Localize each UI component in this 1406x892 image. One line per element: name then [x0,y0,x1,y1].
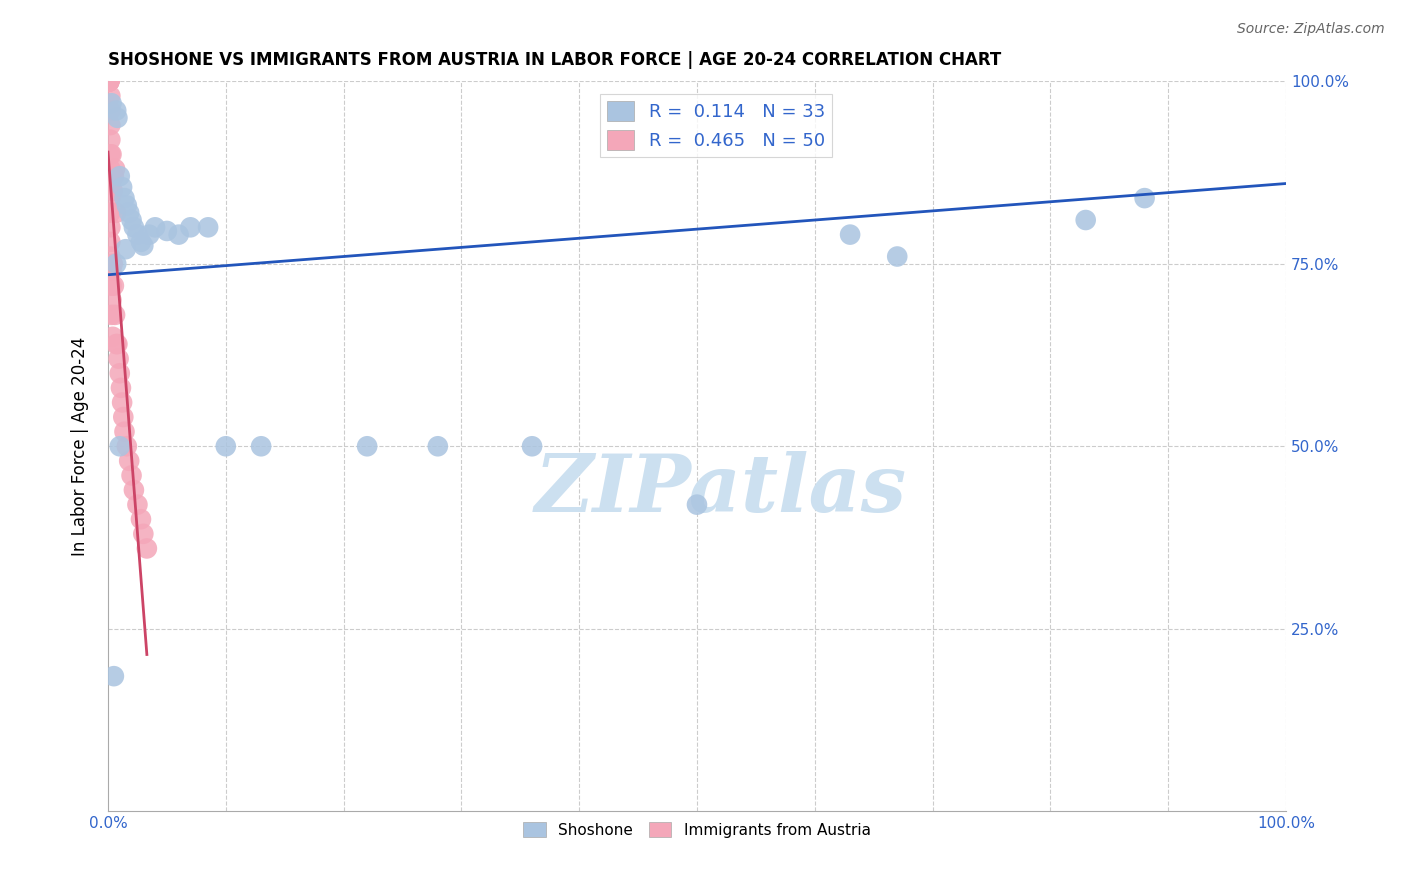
Point [103,278,125,293]
Point [100,278,122,293]
Point [197,220,219,235]
Point [127,227,149,242]
Point [98,74,121,88]
Point [114,191,136,205]
Point [111,180,134,194]
Point [115,439,138,453]
Point [110,381,132,395]
Point [839,227,862,242]
Point [98,89,121,103]
Point [105,337,128,351]
Point [121,468,143,483]
Point [98,220,121,235]
Point [886,250,908,264]
Point [356,439,378,453]
Point [98,191,121,205]
Point [118,454,141,468]
Point [167,227,190,242]
Point [118,205,141,219]
Point [98,161,121,176]
Point [103,669,125,683]
Point [98,235,121,249]
Point [122,220,145,235]
Point [103,169,125,184]
Point [107,351,129,366]
Point [98,74,121,88]
Point [108,366,131,380]
Point [112,410,135,425]
Point [114,425,136,439]
Legend: Shoshone, Immigrants from Austria: Shoshone, Immigrants from Austria [517,815,877,844]
Point [98,74,121,88]
Point [138,227,160,242]
Point [104,308,127,322]
Point [122,483,145,497]
Y-axis label: In Labor Force | Age 20-24: In Labor Force | Age 20-24 [72,336,89,556]
Point [250,439,273,453]
Point [1074,213,1097,227]
Point [98,74,121,88]
Point [98,74,121,88]
Point [121,213,143,227]
Point [100,293,122,308]
Point [101,330,124,344]
Point [127,498,149,512]
Text: SHOSHONE VS IMMIGRANTS FROM AUSTRIA IN LABOR FORCE | AGE 20-24 CORRELATION CHART: SHOSHONE VS IMMIGRANTS FROM AUSTRIA IN L… [108,51,1001,69]
Point [179,220,201,235]
Point [686,498,709,512]
Point [98,205,121,219]
Text: ZIPatlas: ZIPatlas [534,451,907,529]
Point [105,103,128,118]
Point [101,184,124,198]
Point [107,111,129,125]
Point [104,161,127,176]
Point [98,118,121,132]
Point [98,147,121,161]
Text: Source: ZipAtlas.com: Source: ZipAtlas.com [1237,22,1385,37]
Point [105,205,128,219]
Point [111,395,134,409]
Point [98,74,121,88]
Point [135,541,157,556]
Point [100,96,122,111]
Point [156,224,179,238]
Point [100,147,122,161]
Point [98,74,121,88]
Point [101,257,124,271]
Point [98,74,121,88]
Point [100,308,122,322]
Point [129,512,152,526]
Point [132,526,155,541]
Point [98,177,121,191]
Point [114,242,136,256]
Point [107,337,129,351]
Point [98,250,121,264]
Point [132,238,155,252]
Point [100,264,122,278]
Point [108,439,131,453]
Point [426,439,449,453]
Point [215,439,238,453]
Point [98,74,121,88]
Point [143,220,166,235]
Point [520,439,543,453]
Point [129,235,152,249]
Point [98,133,121,147]
Point [1133,191,1156,205]
Point [98,103,121,118]
Point [108,169,131,184]
Point [105,257,128,271]
Point [115,198,138,212]
